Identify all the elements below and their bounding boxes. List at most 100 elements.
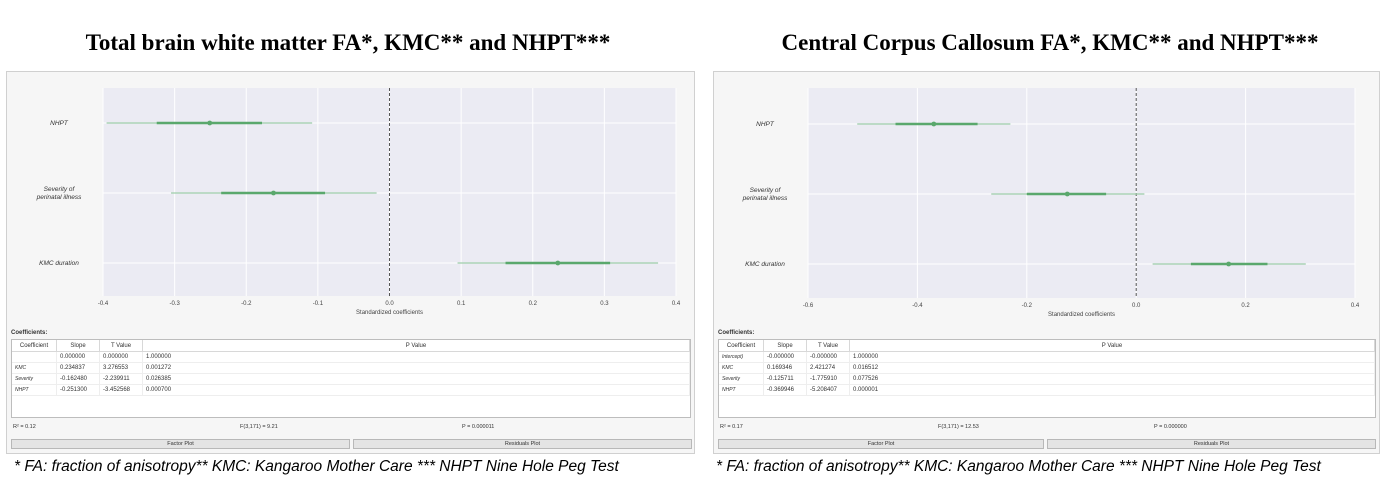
p-cell: 0.000001 <box>849 384 1375 396</box>
right-footnote: * FA: fraction of anisotropy** KMC: Kang… <box>716 458 1321 475</box>
slope-cell: 0.234837 <box>56 362 100 374</box>
column-header[interactable]: P Value <box>142 340 690 352</box>
row-name: NHPT <box>12 384 57 396</box>
slope-cell: -0.369946 <box>763 384 807 396</box>
slope-cell: -0.162480 <box>56 373 100 385</box>
category-label: KMC duration <box>39 260 79 267</box>
category-label-line: perinatal illness <box>36 194 83 201</box>
table-row[interactable]: NHPT -0.251300 -3.452568 0.000700 <box>12 384 690 396</box>
table-row[interactable]: 0.000000 0.000000 1.000000 <box>12 351 690 363</box>
left-panel: -0.4 -0.3 -0.2 -0.1 0.0 0.1 0.2 0.3 0.4 NHPT Sever… <box>6 71 695 454</box>
t-cell: -3.452568 <box>99 384 143 396</box>
right-forest-plot: -0.6 -0.4 -0.2 0.0 0.2 0.4 NHPT Severity of peri… <box>742 88 1360 318</box>
category-label-line: Severity of <box>750 187 782 194</box>
left-r2-stat: R² = 0.12 <box>13 424 36 430</box>
category-label-line: Severity of <box>44 186 76 193</box>
column-header[interactable]: Slope <box>763 340 807 352</box>
x-tick-label: -0.2 <box>241 301 252 307</box>
table-row[interactable]: Intercept) -0.000000 -0.000000 1.000000 <box>719 351 1375 363</box>
category-label-line: perinatal illness <box>742 195 789 202</box>
slope-cell: -0.125711 <box>763 373 807 385</box>
estimate-point <box>931 121 937 127</box>
column-header[interactable]: T Value <box>99 340 143 352</box>
table-row[interactable]: NHPT -0.369946 -5.208407 0.000001 <box>719 384 1375 396</box>
x-tick-label: -0.1 <box>313 301 324 307</box>
category-label-line: KMC duration <box>39 260 79 267</box>
right-coefficients-label: Coefficients: <box>718 330 755 336</box>
t-cell: -5.208407 <box>806 384 850 396</box>
left-coefficients-label: Coefficients: <box>11 330 48 336</box>
p-cell: 0.000700 <box>142 384 690 396</box>
x-tick-label: 0.0 <box>1132 303 1141 309</box>
column-header[interactable]: Slope <box>56 340 100 352</box>
estimate-point <box>555 260 561 266</box>
right-panel: -0.6 -0.4 -0.2 0.0 0.2 0.4 NHPT Severity of peri… <box>713 71 1380 454</box>
category-label: NHPT <box>756 121 775 128</box>
x-tick-label: 0.4 <box>672 301 681 307</box>
estimate-point <box>1226 261 1232 267</box>
estimate-point <box>271 190 276 196</box>
t-cell: 3.276553 <box>99 362 143 374</box>
slope-cell: 0.000000 <box>56 351 100 363</box>
table-row[interactable]: KMC 0.169346 2.421274 0.016512 <box>719 362 1375 374</box>
column-header[interactable]: Coefficient <box>12 340 57 352</box>
p-cell: 1.000000 <box>849 351 1375 363</box>
right-coefficients-table[interactable]: Coefficient Slope T Value P Value Interc… <box>718 339 1376 418</box>
category-label-line: KMC duration <box>745 261 785 268</box>
right-residuals-plot-button[interactable]: Residuals Plot <box>1047 439 1376 449</box>
x-tick-label: -0.4 <box>912 303 923 309</box>
row-name <box>12 351 57 363</box>
estimate-point <box>1064 191 1070 197</box>
table-row[interactable]: Severity -0.162480 -2.239911 0.026385 <box>12 373 690 385</box>
column-header[interactable]: T Value <box>806 340 850 352</box>
category-label-line: NHPT <box>756 121 775 128</box>
row-name: KMC <box>12 362 57 374</box>
left-coefficients-table[interactable]: Coefficient Slope T Value P Value 0.0000… <box>11 339 691 418</box>
column-header[interactable]: P Value <box>849 340 1375 352</box>
x-axis-label: Standardized coefficients <box>356 310 423 316</box>
row-name: NHPT <box>719 384 764 396</box>
x-tick-label: 0.1 <box>457 301 466 307</box>
category-label: NHPT <box>50 120 69 127</box>
x-tick-label: 0.2 <box>1241 303 1250 309</box>
t-cell: -1.775910 <box>806 373 850 385</box>
x-tick-label: -0.3 <box>169 301 180 307</box>
category-label: Severity of perinatal illness <box>742 187 789 202</box>
left-residuals-plot-button[interactable]: Residuals Plot <box>353 439 692 449</box>
t-cell: 0.000000 <box>99 351 143 363</box>
right-factor-plot-button[interactable]: Factor Plot <box>718 439 1044 449</box>
p-cell: 1.000000 <box>142 351 690 363</box>
x-tick-label: -0.6 <box>803 303 814 309</box>
x-tick-label: 0.2 <box>529 301 538 307</box>
x-tick-label: 0.0 <box>385 301 394 307</box>
t-cell: -2.239911 <box>99 373 143 385</box>
estimate-point <box>207 120 213 126</box>
left-f-stat: F(3,171) = 9.21 <box>240 424 278 430</box>
left-chart-title: Total brain white matter FA*, KMC** and … <box>85 30 611 55</box>
column-header[interactable]: Coefficient <box>719 340 764 352</box>
category-label: KMC duration <box>745 261 785 268</box>
t-cell: -0.000000 <box>806 351 850 363</box>
slope-cell: -0.000000 <box>763 351 807 363</box>
row-name: Severity <box>719 373 764 385</box>
x-tick-label: -0.4 <box>98 301 109 307</box>
row-name: KMC <box>719 362 764 374</box>
right-chart-title: Central Corpus Callosum FA*, KMC** and N… <box>781 30 1319 55</box>
category-label: Severity of perinatal illness <box>36 186 83 201</box>
p-cell: 0.077526 <box>849 373 1375 385</box>
table-row[interactable]: Severity -0.125711 -1.775910 0.077526 <box>719 373 1375 385</box>
table-row[interactable]: KMC 0.234837 3.276553 0.001272 <box>12 362 690 374</box>
row-name: Severity <box>12 373 57 385</box>
x-tick-label: 0.3 <box>600 301 609 307</box>
t-cell: 2.421274 <box>806 362 850 374</box>
left-footnote: * FA: fraction of anisotropy** KMC: Kang… <box>14 458 619 475</box>
left-forest-plot: -0.4 -0.3 -0.2 -0.1 0.0 0.1 0.2 0.3 0.4 NHPT Sever… <box>36 88 681 316</box>
left-factor-plot-button[interactable]: Factor Plot <box>11 439 350 449</box>
x-tick-label: 0.4 <box>1351 303 1360 309</box>
p-cell: 0.026385 <box>142 373 690 385</box>
right-p-stat: P = 0.000000 <box>1154 424 1187 430</box>
slope-cell: 0.169346 <box>763 362 807 374</box>
right-f-stat: F(3,171) = 12.53 <box>938 424 979 430</box>
row-name: Intercept) <box>719 351 764 363</box>
p-cell: 0.001272 <box>142 362 690 374</box>
